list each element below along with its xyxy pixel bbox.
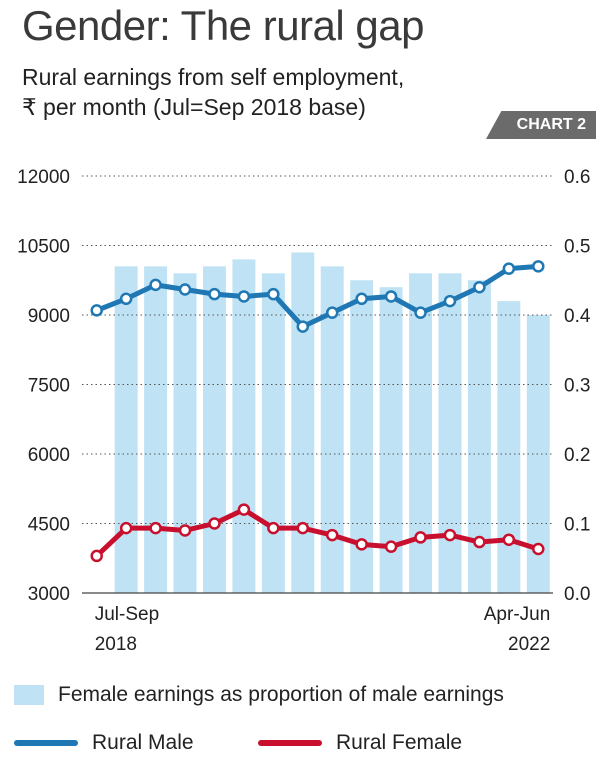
bar <box>291 252 315 593</box>
data-point <box>355 538 368 551</box>
y-left-tick-label: 3000 <box>28 584 70 605</box>
data-point <box>296 320 310 333</box>
data-point <box>502 262 516 275</box>
data-point <box>384 290 398 303</box>
bar <box>144 266 168 593</box>
data-point <box>119 521 133 535</box>
data-point <box>384 540 398 553</box>
data-point <box>325 528 339 542</box>
data-point <box>237 290 251 303</box>
bar <box>320 266 344 593</box>
x-label-last-year: 2022 <box>508 634 550 655</box>
y-right-tick-label: 0.1 <box>564 515 590 536</box>
data-point <box>237 503 251 516</box>
data-point <box>208 517 221 530</box>
data-point <box>267 521 280 535</box>
y-right-tick-label: 0.6 <box>564 167 590 188</box>
data-point <box>296 521 310 535</box>
data-point <box>473 280 486 294</box>
subtitle-line-1: Rural earnings from self employment, <box>22 64 405 90</box>
data-point <box>149 521 162 535</box>
data-point <box>90 549 103 563</box>
subtitle-line-2: ₹ per month (Jul=Sep 2018 base) <box>22 94 366 120</box>
y-right-tick-label: 0.0 <box>564 584 590 605</box>
data-point <box>414 306 427 319</box>
data-point <box>90 304 103 317</box>
data-point <box>532 260 545 273</box>
bar <box>173 273 197 593</box>
bar <box>438 273 462 593</box>
bar <box>232 259 256 593</box>
y-right-tick-label: 0.2 <box>564 445 590 466</box>
y-left-tick-label: 4500 <box>28 515 70 536</box>
bar <box>409 273 433 593</box>
y-right-tick-label: 0.3 <box>564 376 590 397</box>
x-label-first-year: 2018 <box>95 634 137 655</box>
bar <box>114 266 138 593</box>
data-point <box>325 306 339 319</box>
chart-badge: CHART 2 <box>486 111 596 139</box>
bar <box>261 273 285 593</box>
data-point <box>502 533 516 546</box>
data-point <box>473 535 486 549</box>
bar <box>379 287 403 593</box>
line-rural-female <box>95 507 540 558</box>
bar <box>497 301 521 593</box>
data-point <box>443 294 457 308</box>
y-left-tick-label: 9000 <box>28 306 70 327</box>
y-left-tick-label: 6000 <box>28 445 70 466</box>
bar <box>350 280 374 593</box>
x-label-first: Jul-Sep <box>95 604 159 625</box>
data-point <box>178 283 192 296</box>
chart-subtitle: Rural earnings from self employment, ₹ p… <box>22 62 404 122</box>
bar <box>467 280 491 593</box>
data-point <box>119 292 133 306</box>
bar <box>202 266 226 593</box>
data-point <box>443 528 457 542</box>
y-left-tick-label: 10500 <box>17 237 70 258</box>
data-point <box>208 287 221 301</box>
y-left-tick-label: 12000 <box>17 167 70 188</box>
x-label-last: Apr-Jun <box>484 604 551 625</box>
data-point <box>267 287 280 301</box>
data-point <box>414 531 427 544</box>
chart-title: Gender: The rural gap <box>22 2 424 49</box>
y-right-tick-label: 0.4 <box>564 306 591 327</box>
y-right-tick-label: 0.5 <box>564 237 590 258</box>
data-point <box>149 278 162 292</box>
line-rural-male <box>95 263 539 330</box>
y-left-tick-label: 7500 <box>28 376 70 397</box>
data-point <box>355 292 368 306</box>
data-point <box>532 542 545 556</box>
data-point <box>178 524 192 537</box>
